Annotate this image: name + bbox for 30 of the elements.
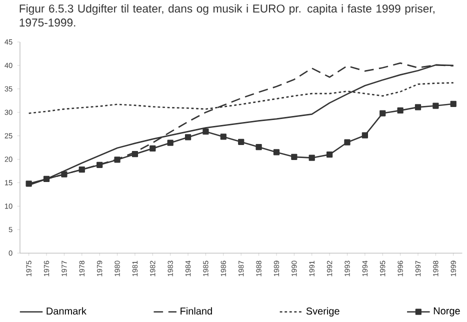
chart-title: Figur 6.5.3 Udgifter til teater, dans og musik i EURO pr. capita i faste 1999 priser, 1975-1999. (20, 4, 434, 27)
point (380, 110, 386, 116)
legend-label: Sverige (306, 307, 340, 317)
point (308, 154, 315, 162)
point (61, 171, 68, 178)
legend-label: Danmark (46, 307, 86, 315)
point (291, 154, 298, 160)
legend-label: Finland (180, 307, 212, 315)
point (450, 100, 456, 108)
point (362, 132, 368, 138)
point (273, 149, 280, 156)
point (43, 176, 50, 182)
point (26, 180, 32, 187)
point (414, 104, 422, 110)
point (397, 107, 404, 114)
point (202, 128, 209, 135)
point (78, 166, 85, 173)
point (238, 138, 244, 146)
point (184, 134, 192, 140)
point (150, 146, 156, 152)
point (96, 162, 103, 168)
legend-label: Norge (434, 308, 460, 316)
point (344, 139, 350, 146)
point (326, 152, 333, 158)
point (220, 134, 226, 140)
point (432, 102, 439, 109)
point (114, 156, 120, 163)
point (256, 144, 262, 150)
point (167, 140, 174, 146)
point (132, 151, 138, 158)
